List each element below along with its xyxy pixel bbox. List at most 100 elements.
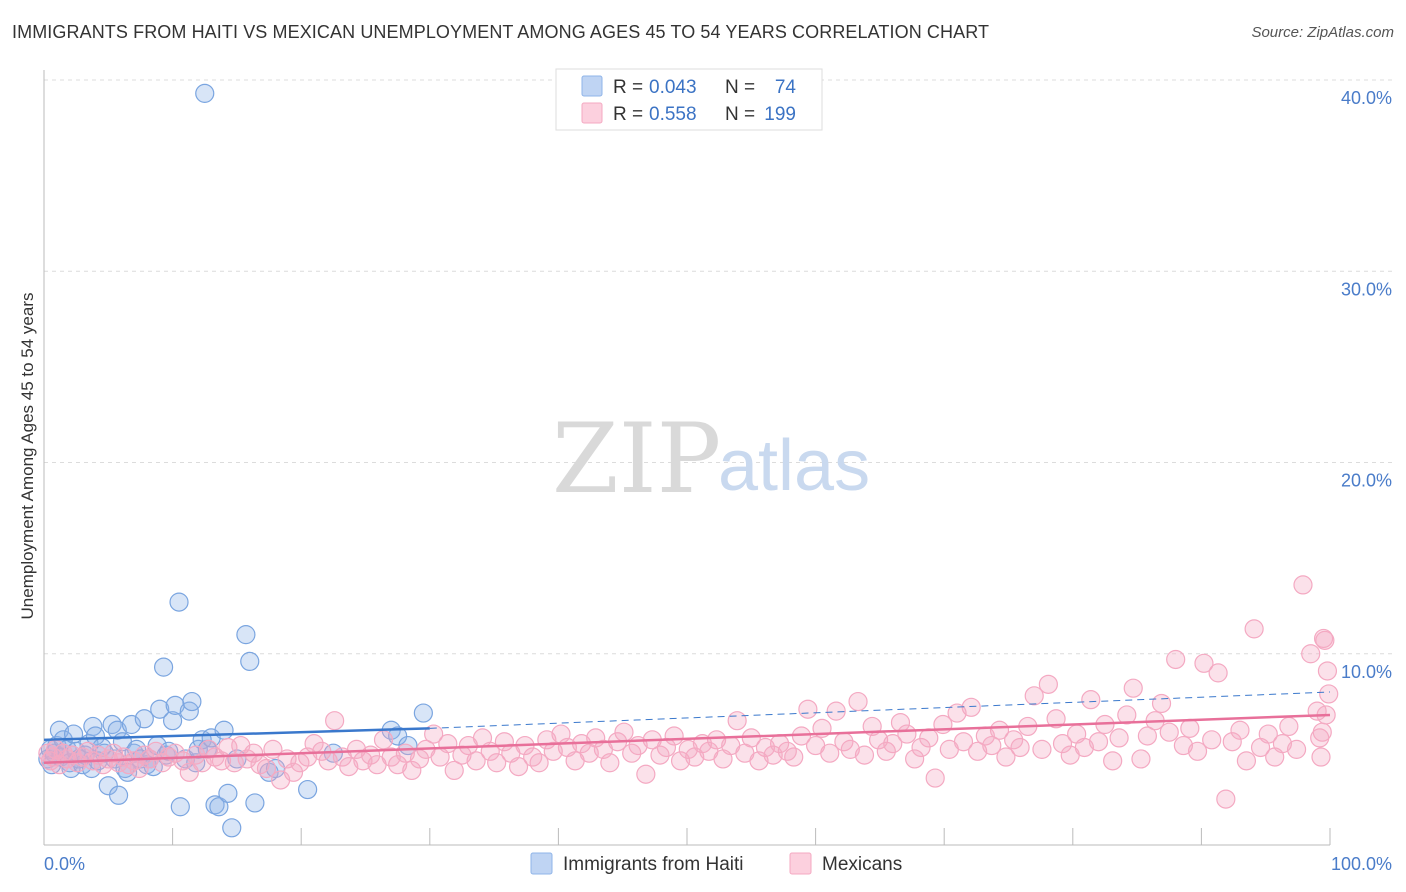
mexicans-point — [1272, 734, 1293, 754]
mexicans-point — [664, 726, 684, 746]
mexicans-point — [883, 734, 903, 754]
mexicans-point — [1222, 732, 1242, 752]
mexicans-point — [1202, 730, 1222, 750]
mexicans-point — [727, 711, 747, 731]
mexicans-point — [755, 737, 776, 758]
x-tick-label: 0.0% — [44, 854, 85, 874]
mexicans-point — [905, 749, 925, 769]
haiti-trend-line — [43, 727, 430, 742]
legend-n-value-haiti: 74 — [775, 77, 797, 98]
legend-n-label-mexicans: N = — [725, 104, 755, 125]
mexicans-point — [1236, 751, 1257, 771]
legend-r-label-mexicans: R = — [613, 104, 643, 125]
y-axis-label: Unemployment Among Ages 45 to 54 years — [18, 293, 37, 620]
mexicans-point — [996, 747, 1016, 767]
mexicans-point — [989, 720, 1010, 740]
mexicans-point — [1032, 739, 1052, 759]
mexicans-point — [1187, 741, 1208, 761]
mexicans-point — [1216, 789, 1236, 809]
mexicans-point — [1317, 661, 1338, 681]
mexicans-point — [919, 728, 939, 748]
haiti-point — [108, 785, 129, 805]
mexicans-point — [1052, 734, 1073, 754]
legend-r-label-haiti: R = — [613, 77, 643, 98]
series-legend: Immigrants from Haiti Mexicans — [530, 852, 902, 875]
mexicans-point — [256, 758, 277, 779]
mexicans-point — [283, 762, 304, 782]
mexicans-point — [600, 753, 620, 773]
haiti-point — [195, 83, 215, 103]
series-haiti-points — [38, 83, 433, 838]
haiti-point — [388, 726, 408, 746]
mexicans-point — [1310, 728, 1330, 748]
mexicans-point — [650, 745, 670, 765]
mexicans-point — [982, 735, 1002, 756]
mexicans-point — [820, 743, 840, 763]
haiti-point — [240, 651, 260, 672]
mexicans-point — [529, 753, 549, 773]
legend-n-value-mexicans: 199 — [764, 104, 796, 125]
haiti-point — [98, 776, 118, 796]
haiti-trend-extension — [429, 691, 1331, 729]
y-tick-label: 20.0% — [1341, 471, 1392, 491]
mexicans-point — [953, 732, 974, 752]
mexicans-point — [1109, 728, 1129, 748]
mexicans-point — [848, 691, 868, 712]
mexicans-point — [224, 753, 244, 773]
mexicans-point — [1315, 630, 1335, 650]
haiti-point — [134, 709, 154, 729]
mexicans-point — [339, 756, 359, 777]
mexicans-point — [622, 743, 642, 763]
mexicans-point — [1166, 649, 1186, 670]
mexicans-point — [1117, 705, 1137, 725]
y-tick-label: 30.0% — [1341, 279, 1392, 299]
mexicans-point — [1279, 716, 1299, 737]
chart-title: IMMIGRANTS FROM HAITI VS MEXICAN UNEMPLO… — [12, 22, 990, 42]
mexicans-point — [466, 751, 486, 771]
watermark-atlas: atlas — [718, 426, 870, 506]
mexicans-point — [199, 739, 219, 759]
mexicans-point — [670, 751, 691, 771]
mexicans-point — [1088, 732, 1109, 752]
mexicans-point — [897, 724, 917, 744]
haiti-point — [298, 779, 318, 800]
haiti-point — [85, 726, 106, 746]
mexicans-point — [325, 711, 345, 731]
mexicans-point — [1258, 724, 1278, 744]
mexicans-point — [854, 745, 875, 765]
stats-legend: R = 0.043 N = 74 R = 0.558 N = 199 — [555, 68, 823, 131]
mexicans-point — [1301, 644, 1321, 664]
x-tick-label: 100.0% — [1331, 854, 1392, 874]
legend-r-value-mexicans: 0.558 — [649, 104, 697, 125]
mexicans-point — [346, 739, 367, 759]
mexicans-point — [961, 697, 981, 717]
mexicans-trend-line — [43, 713, 1331, 765]
mexicans-point — [1081, 690, 1101, 710]
legend-n-label-haiti: N = — [725, 77, 755, 98]
source-label: Source: ZipAtlas.com — [1251, 24, 1394, 41]
series-mexicans-points — [38, 575, 1339, 809]
mexicans-point — [444, 760, 464, 781]
haiti-point — [102, 714, 122, 735]
bottom-legend-swatch-haiti — [530, 852, 553, 875]
haiti-point — [182, 691, 202, 712]
mexicans-point — [57, 749, 77, 769]
legend-swatch-mexicans — [581, 102, 603, 124]
haiti-point — [236, 625, 256, 645]
haiti-point — [170, 797, 190, 817]
mexicans-point — [103, 743, 124, 763]
mexicans-point — [911, 737, 931, 758]
trend-lines — [43, 691, 1331, 765]
mexicans-point — [1151, 693, 1172, 714]
watermark: ZIP atlas — [552, 403, 870, 515]
haiti-point — [169, 592, 189, 612]
mexicans-point — [706, 730, 727, 750]
mexicans-point — [947, 703, 967, 723]
mexicans-point — [402, 760, 422, 781]
mexicans-point — [1173, 735, 1193, 756]
haiti-point — [245, 793, 265, 813]
mexicans-point — [1180, 718, 1200, 738]
mexicans-point — [1123, 678, 1143, 698]
axes — [43, 70, 1331, 846]
mexicans-point — [1159, 722, 1179, 742]
